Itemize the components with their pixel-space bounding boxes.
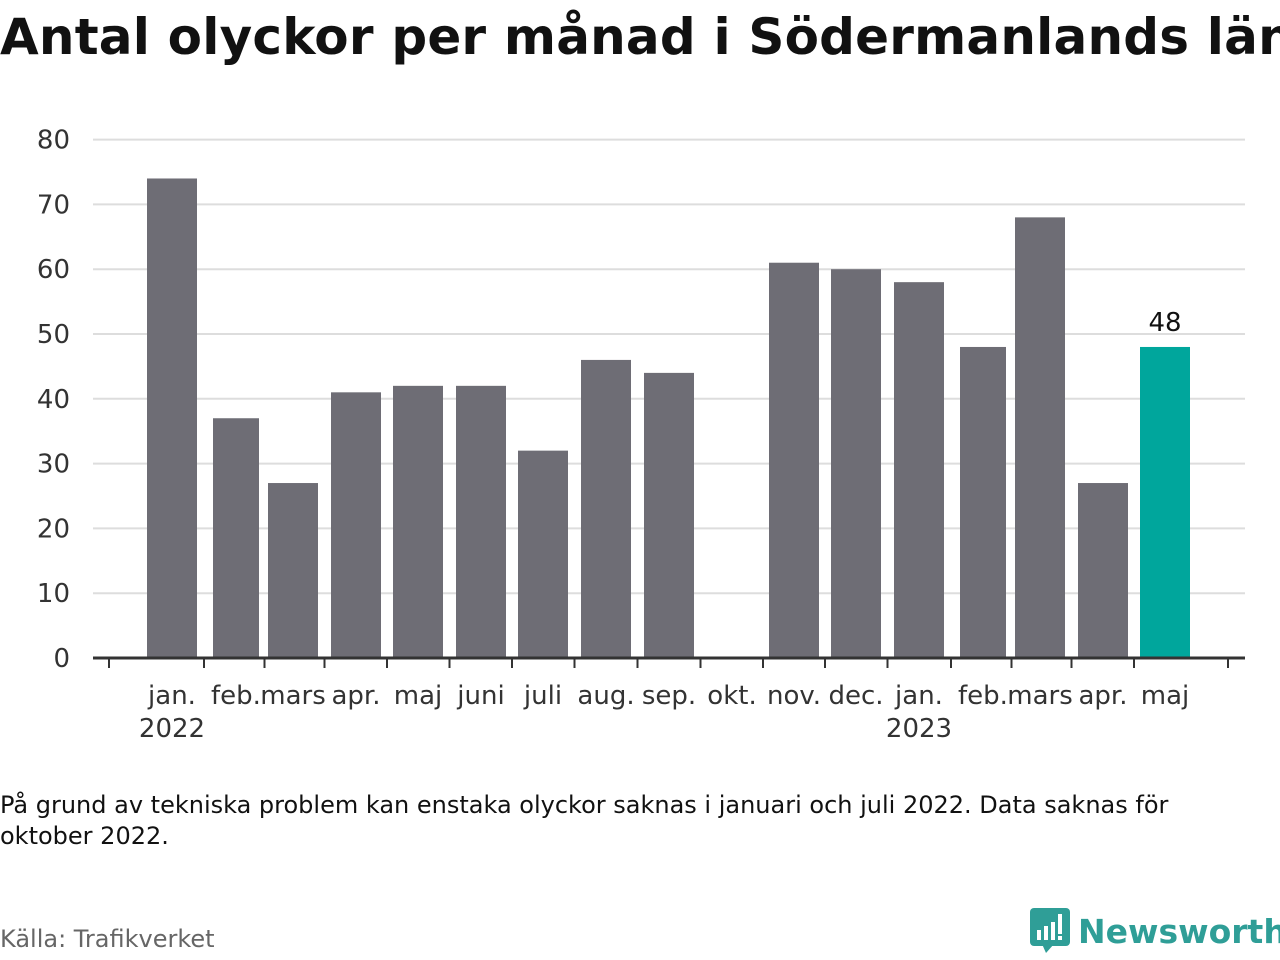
x-tick-label: apr. bbox=[1078, 681, 1127, 711]
bar-1 bbox=[213, 418, 259, 658]
y-tick-label: 80 bbox=[37, 126, 70, 156]
x-tick-label: jan. bbox=[894, 681, 943, 711]
bar-8 bbox=[644, 372, 694, 658]
brand-logo[interactable]: Newsworthy bbox=[1030, 908, 1280, 954]
brand-name: Newsworthy bbox=[1078, 911, 1280, 951]
x-year-label: 2023 bbox=[886, 714, 952, 744]
x-year-label: 2022 bbox=[139, 714, 205, 744]
x-tick-label: nov. bbox=[767, 681, 821, 711]
x-tick-label: aug. bbox=[577, 681, 634, 711]
bar-10 bbox=[769, 262, 819, 658]
y-tick-label: 10 bbox=[37, 579, 70, 609]
y-axis-ticks: 0 10 20 30 40 50 60 70 80 bbox=[37, 126, 70, 674]
bar-14 bbox=[1015, 217, 1065, 659]
y-tick-label: 60 bbox=[37, 255, 70, 285]
newsworthy-logo-icon bbox=[1030, 908, 1070, 953]
x-tick-label: juli bbox=[523, 681, 562, 711]
y-tick-label: 50 bbox=[37, 320, 70, 350]
y-tick-label: 40 bbox=[37, 385, 70, 415]
x-tick-label: mars bbox=[1007, 681, 1073, 711]
chart-title: Antal olyckor per månad i Södermanlands … bbox=[0, 8, 1280, 66]
x-tick-label: dec. bbox=[828, 681, 883, 711]
bar-16 bbox=[1140, 346, 1190, 658]
x-tick-label: okt. bbox=[707, 681, 756, 711]
x-tick-label: apr. bbox=[331, 681, 380, 711]
x-tick-label: mars bbox=[260, 681, 326, 711]
bar-15 bbox=[1078, 483, 1128, 658]
bar-0 bbox=[147, 178, 197, 658]
x-tick-label: feb. bbox=[211, 681, 261, 711]
x-axis-ticks: jan. feb. mars apr. maj juni juli aug. sep. okt. n… bbox=[139, 681, 1189, 744]
x-tick-label: juni bbox=[456, 681, 504, 711]
x-tick-label: maj bbox=[1141, 681, 1189, 711]
bar-4 bbox=[393, 385, 443, 658]
y-tick-label: 30 bbox=[37, 450, 70, 480]
bar-7 bbox=[581, 359, 631, 658]
y-tick-label: 0 bbox=[53, 644, 70, 674]
data-labels: 48 bbox=[1148, 308, 1181, 338]
x-tick-label: jan. bbox=[147, 681, 196, 711]
bar-12 bbox=[894, 282, 944, 658]
bar-3 bbox=[331, 392, 381, 658]
data-label: 48 bbox=[1148, 308, 1181, 338]
x-tick-label: maj bbox=[394, 681, 442, 711]
y-tick-label: 20 bbox=[37, 514, 70, 544]
bars bbox=[147, 178, 1190, 659]
x-tick-label: sep. bbox=[642, 681, 696, 711]
source-credit: Källa: Trafikverket bbox=[0, 925, 215, 953]
bar-2 bbox=[268, 483, 318, 658]
bar-5 bbox=[456, 385, 506, 658]
x-tick-label: feb. bbox=[958, 681, 1008, 711]
bar-13 bbox=[960, 346, 1006, 658]
bar-6 bbox=[518, 450, 568, 658]
x-axis bbox=[93, 656, 1245, 668]
footnote: På grund av tekniska problem kan enstaka… bbox=[0, 791, 1169, 850]
bar-11 bbox=[831, 269, 881, 658]
y-tick-label: 70 bbox=[37, 190, 70, 220]
